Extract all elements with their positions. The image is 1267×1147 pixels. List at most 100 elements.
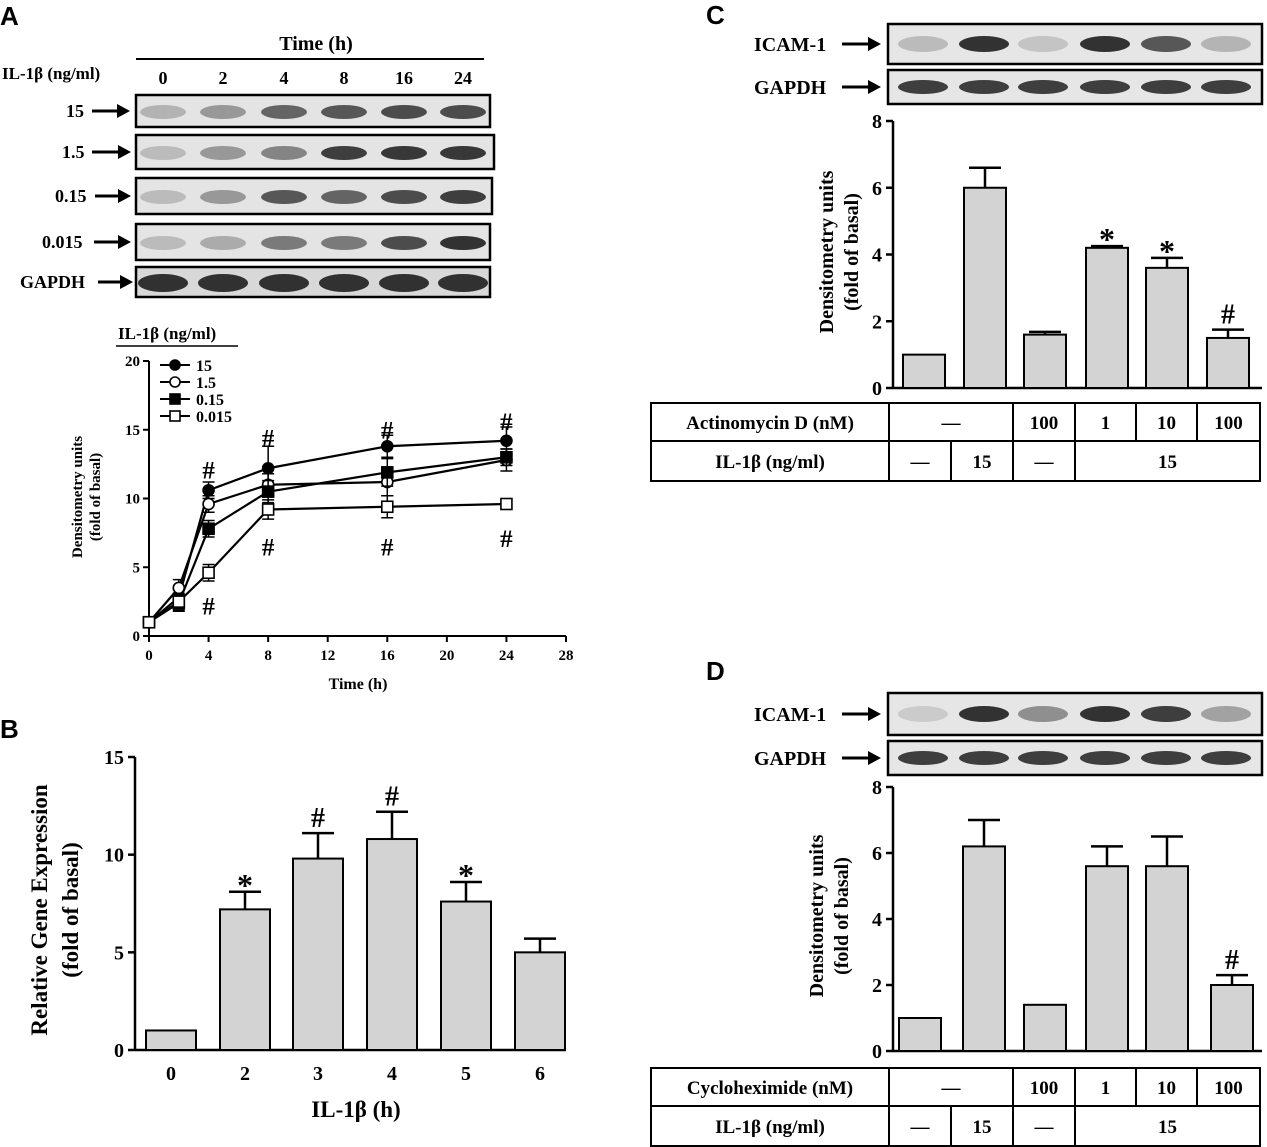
blot-a-lane-label: 16 xyxy=(395,68,413,88)
blot-a-band xyxy=(440,236,486,250)
chart-d-y-tick-label: 8 xyxy=(872,777,882,799)
chart-c-bar xyxy=(963,186,1007,389)
table-d-row2-cell: 15 xyxy=(973,1117,992,1138)
blot-a-row-label: 1.5 xyxy=(62,142,85,162)
blot-d-band xyxy=(1201,706,1251,722)
chart-a-ylabel-line1: Densitometry units xyxy=(70,436,86,558)
blot-c-band xyxy=(1201,80,1251,94)
chart-c: 0 2 4 6 8 * * # Densitometry units (fold of bas… xyxy=(816,111,1262,400)
chart-a-series xyxy=(142,426,513,629)
table-d: Cycloheximide (nM) IL-1β (ng/ml) — 100 1 10 10… xyxy=(650,1067,1261,1147)
chart-a-y-tick-label: 0 xyxy=(133,629,141,645)
chart-c-bar xyxy=(1145,266,1189,390)
blot-a-strip xyxy=(134,222,492,262)
chart-b-plot: 0 5 10 15 0 * 2 #3 #4 * 5 6 xyxy=(104,747,566,1085)
blot-a-arrow xyxy=(94,235,131,249)
chart-a-point xyxy=(202,483,215,497)
blot-a-lane-label: 2 xyxy=(219,68,228,88)
table-c-row2-cell: — xyxy=(1034,452,1055,473)
blot-a-band xyxy=(200,105,246,119)
blot-a-strip xyxy=(134,265,492,299)
chart-b-bar xyxy=(145,1029,197,1052)
chart-c-bar xyxy=(1206,336,1250,389)
chart-b-bar xyxy=(440,900,492,1052)
chart-a-legend-marker xyxy=(169,393,181,405)
chart-a-annotation: # xyxy=(202,593,215,620)
blot-a-band xyxy=(200,190,246,204)
chart-d-ylabel-line2: (fold of basal) xyxy=(831,857,853,975)
chart-a-ylabel-line2: (fold of basal) xyxy=(88,453,104,541)
chart-a-x-tick-label: 0 xyxy=(145,648,153,664)
blot-a-arrow-head xyxy=(118,189,131,203)
chart-a-point xyxy=(202,497,215,511)
chart-a-legend-label: 15 xyxy=(196,358,212,375)
chart-c-y-tick-label: 0 xyxy=(872,378,882,400)
chart-a-xlabel: Time (h) xyxy=(329,676,388,693)
chart-b-xlabel: IL-1β (h) xyxy=(311,1097,400,1122)
chart-a-point xyxy=(261,461,275,475)
chart-a-legend-label: 0.015 xyxy=(196,409,232,426)
blot-a-band xyxy=(321,190,367,204)
chart-c-plot: 0 2 4 6 8 * * # xyxy=(872,111,1262,400)
blot-a-band xyxy=(381,190,427,204)
blot-c-band xyxy=(1141,36,1191,52)
blot-a-band xyxy=(261,190,307,204)
chart-b-annotation: * xyxy=(237,867,253,903)
chart-a-point xyxy=(142,615,156,629)
blot-a-band xyxy=(440,190,486,204)
blot-a-rows: 15 1.5 0.15 0.015 GAPDH xyxy=(20,93,496,299)
chart-a-y-tick-label: 10 xyxy=(125,492,140,508)
blot-d-band xyxy=(1018,706,1068,722)
panel-label-a: A xyxy=(0,1,19,31)
chart-b: 0 5 10 15 0 * 2 #3 #4 * 5 6 IL-1β (h) Relative Gene… xyxy=(27,747,566,1122)
blot-a-band xyxy=(140,190,186,204)
blot-a-arrow xyxy=(98,275,133,289)
chart-d-y-tick-label: 6 xyxy=(872,843,882,865)
chart-b-x-tick-label: 2 xyxy=(240,1063,250,1085)
blot-a-band xyxy=(140,236,186,250)
chart-c-bar xyxy=(1085,246,1129,389)
blot-a-arrow-head xyxy=(120,275,133,289)
chart-d-ylabel-line1: Densitometry units xyxy=(806,834,828,997)
blot-d-band xyxy=(959,706,1009,722)
blot-a-arrow-head xyxy=(118,235,131,249)
chart-d-y-tick-label: 4 xyxy=(872,909,882,931)
blot-a-row-label: 0.015 xyxy=(42,232,83,252)
blot-a-strip xyxy=(134,93,492,129)
blot-a-band xyxy=(321,146,367,160)
chart-a-annotation: # xyxy=(381,534,394,561)
blot-a-band xyxy=(138,274,188,292)
chart-a-annotation: # xyxy=(262,426,275,453)
chart-c-ylabel-line2: (fold of basal) xyxy=(841,193,863,311)
panel-label-d: D xyxy=(706,656,725,686)
blot-a-row-label: 0.15 xyxy=(55,186,87,206)
chart-a-x-tick-label: 12 xyxy=(320,648,335,664)
chart-d: 0 2 4 6 8 # Densitometry units (fold of basal… xyxy=(806,777,1262,1063)
chart-a-point xyxy=(261,503,275,516)
blot-a-band xyxy=(200,146,246,160)
blot-a-band xyxy=(259,274,309,292)
chart-a-y-tick-label: 15 xyxy=(125,423,140,439)
chart-b-y-tick-label: 0 xyxy=(114,1040,124,1062)
table-c-row2-label: IL-1β (ng/ml) xyxy=(715,452,825,473)
chart-a-legend-marker xyxy=(169,359,181,371)
chart-a-series xyxy=(142,448,513,629)
chart-d-y-tick-label: 0 xyxy=(872,1041,882,1063)
chart-d-bar xyxy=(962,845,1006,1053)
chart-a-legend-marker xyxy=(169,410,181,422)
chart-b-bar xyxy=(514,951,566,1051)
chart-a-point xyxy=(261,485,275,498)
chart-d-annotation: # xyxy=(1225,945,1239,976)
chart-b-bar xyxy=(292,857,344,1051)
table-d-row2-cell: 15 xyxy=(1158,1117,1177,1138)
blot-d-strip xyxy=(886,739,1264,777)
blot-d: ICAM-1 GAPDH xyxy=(754,691,1264,777)
chart-a-series xyxy=(142,495,513,629)
blot-d-arrow-head xyxy=(868,707,881,721)
blot-d-band xyxy=(1201,751,1251,765)
chart-c-bar xyxy=(902,353,946,389)
chart-a-annotation: # xyxy=(262,534,275,561)
blot-d-band xyxy=(959,751,1009,765)
chart-b-x-tick-label: 0 xyxy=(166,1063,176,1085)
